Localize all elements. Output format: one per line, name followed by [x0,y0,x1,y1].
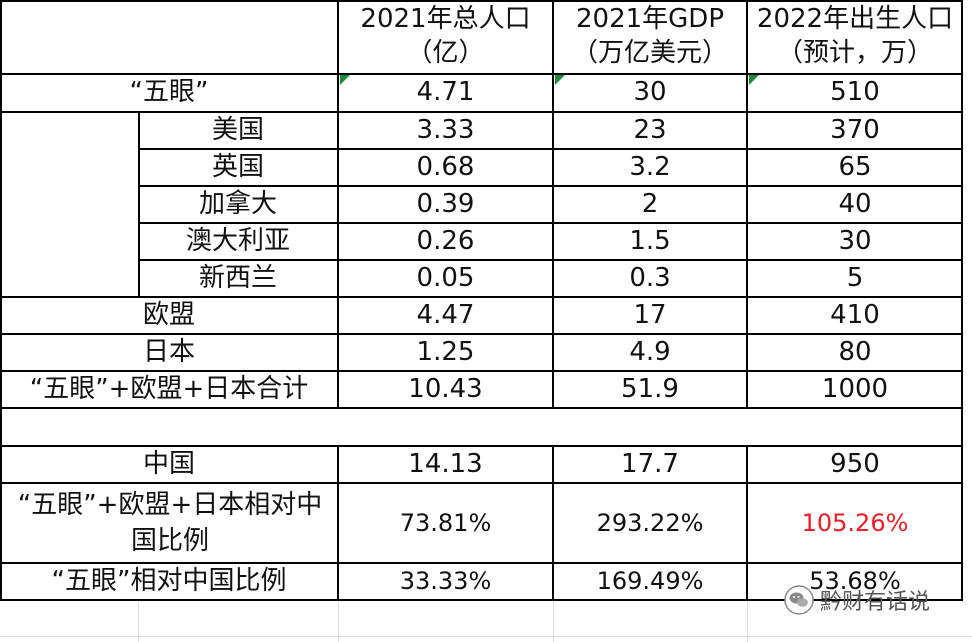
cell-gdp[interactable]: 3.2 [629,151,671,182]
cell-population[interactable]: 4.71 [416,77,475,108]
header-gdp[interactable]: 2021年GDP（万亿美元） [571,4,728,68]
cell-population[interactable]: 0.39 [416,188,475,219]
row-label-five-eyes-ratio[interactable]: “五眼”相对中国比例 [51,565,287,596]
table-border [746,0,748,409]
cell-population[interactable]: 0.68 [416,151,475,182]
cell-gdp[interactable]: 51.9 [621,373,679,404]
cell-gdp[interactable]: 0.3 [629,262,671,293]
five-eyes-members-group-cell[interactable] [0,112,138,297]
table-border [0,562,963,564]
cell-gdp[interactable]: 1.5 [629,225,671,256]
cell-gdp[interactable]: 23 [633,114,667,145]
cell-population[interactable]: 4.47 [416,299,475,330]
cell-births[interactable]: 510 [830,77,880,108]
cell-gdp[interactable]: 2 [641,188,659,219]
cell-births[interactable]: 40 [838,188,872,219]
cell-gdp[interactable]: 4.9 [629,336,671,367]
row-label-uk[interactable]: 英国 [211,151,264,182]
table-border [0,0,963,2]
empty-spacer-row[interactable] [0,408,963,446]
cell-population[interactable]: 0.26 [416,225,475,256]
watermark-text: 黔财有话说 [820,590,931,615]
row-label-china[interactable]: 中国 [142,448,195,479]
table-border [138,222,963,224]
table-border [0,407,963,409]
cell-population[interactable]: 14.13 [408,448,483,479]
cell-gdp[interactable]: 17 [633,299,667,330]
row-label-australia[interactable]: 澳大利亚 [185,225,290,256]
table-border [138,185,963,187]
table-border [552,0,554,409]
cell-births[interactable]: 80 [838,336,872,367]
gridline [747,600,748,642]
row-label-usa[interactable]: 美国 [211,114,264,145]
header-births[interactable]: 2022年出生人口（预计，万） [756,4,954,68]
cell-births[interactable]: 53.68% [809,567,901,596]
cell-births[interactable]: 950 [830,448,880,479]
table-border [337,0,339,409]
cell-births[interactable]: 5 [846,262,864,293]
table-border [0,482,963,484]
cell-gdp[interactable]: 293.22% [596,508,704,537]
gridline [0,636,972,637]
table-border [0,445,963,447]
cell-population[interactable]: 3.33 [416,114,475,145]
gridline [138,600,139,642]
watermark: 黔财有话说 [784,584,930,616]
cell-gdp[interactable]: 17.7 [621,448,679,479]
row-label-new-zealand[interactable]: 新西兰 [198,262,277,293]
cell-births[interactable]: 65 [838,151,872,182]
row-label-japan[interactable]: 日本 [142,336,195,367]
table-border [746,445,748,601]
gridline [553,600,554,642]
table-border [0,73,963,75]
cell-gdp[interactable]: 169.49% [596,567,704,596]
header-corner-cell[interactable] [0,0,338,74]
cell-births[interactable]: 1000 [821,373,889,404]
table-border [337,445,339,601]
table-border [0,333,963,335]
row-label-five-eyes[interactable]: “五眼” [129,77,209,108]
table-border [138,112,140,297]
cell-population[interactable]: 1.25 [416,336,475,367]
table-border [552,445,554,601]
text-format-indicator-icon[interactable] [749,75,759,85]
table-border [0,599,963,601]
table-border [0,296,963,298]
row-label-combined-ratio[interactable]: “五眼”+欧盟+日本相对中国比例 [17,489,323,556]
cell-gdp[interactable]: 30 [633,77,667,108]
cell-births[interactable]: 370 [830,114,880,145]
wechat-logo-icon [784,585,814,615]
row-label-eu[interactable]: 欧盟 [142,299,195,330]
cell-births-highlighted[interactable]: 105.26% [801,508,909,537]
table-border [961,0,963,601]
gridline [338,600,339,642]
cell-births[interactable]: 410 [830,299,880,330]
cell-population[interactable]: 0.05 [416,262,475,293]
row-label-canada[interactable]: 加拿大 [198,188,277,219]
header-population[interactable]: 2021年总人口（亿） [360,4,531,68]
text-format-indicator-icon[interactable] [555,75,565,85]
table-border [138,148,963,150]
text-format-indicator-icon[interactable] [340,75,350,85]
cell-population[interactable]: 10.43 [408,373,483,404]
cell-population[interactable]: 33.33% [399,567,492,596]
table-border [0,0,2,601]
row-label-total[interactable]: “五眼”+欧盟+日本合计 [29,373,309,404]
table-border [0,111,963,113]
table-border [0,370,963,372]
cell-births[interactable]: 30 [838,225,872,256]
cell-population[interactable]: 73.81% [399,508,492,537]
table-border [138,259,963,261]
